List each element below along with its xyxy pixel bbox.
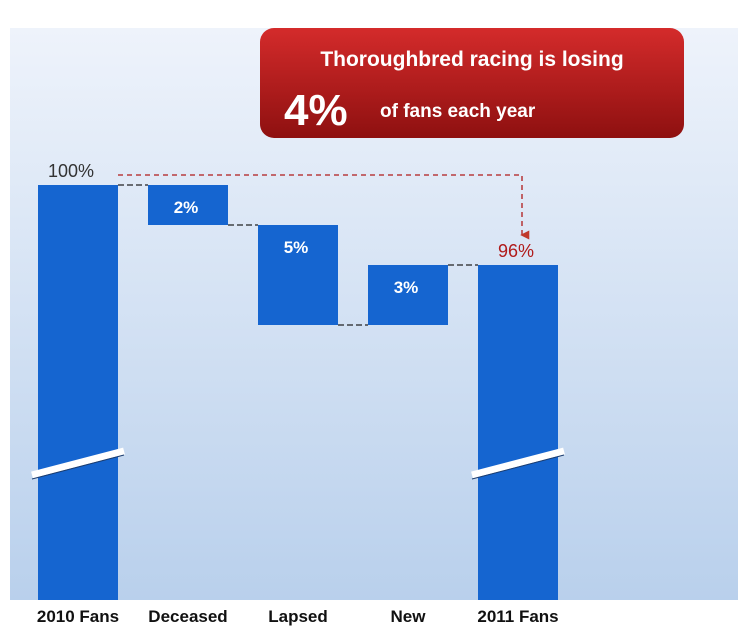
axis-break-edge [31,454,125,480]
value-label-lapsed: 5% [284,238,309,257]
bar-lapsed [258,225,338,325]
axis-break-edge [471,454,565,480]
labels-group: 100% 2010 Fans 2% Deceased 5% Lapsed 3% New 96% 2… [37,161,559,626]
callout-big-value: 4% [284,86,348,135]
category-label-lapsed: Lapsed [268,607,328,626]
callout-line1: Thoroughbred racing is losing [320,48,623,71]
value-label-2010-fans: 100% [48,161,94,181]
axis-break-mark [31,447,125,479]
category-label-2011-fans: 2011 Fans [477,607,558,626]
category-label-2010-fans: 2010 Fans [37,607,119,626]
reference-arrow [118,174,530,240]
callout-box: Thoroughbred racing is losing 4% of fans… [260,28,684,138]
value-label-new: 3% [394,278,419,297]
axis-break-mark [471,447,565,479]
bar-new [368,265,448,325]
value-label-deceased: 2% [174,198,199,217]
bar-deceased [148,185,228,225]
category-label-deceased: Deceased [148,607,227,626]
bars-group [38,185,558,600]
bar-2011-fans [478,265,558,600]
axis-breaks [31,447,565,480]
bar-2010-fans [38,185,118,600]
category-label-new: New [391,607,427,626]
reference-arrow-line [118,174,530,240]
callout-line2: of fans each year [380,101,536,122]
connector-lines [118,184,478,326]
value-label-2011-fans: 96% [498,241,534,261]
